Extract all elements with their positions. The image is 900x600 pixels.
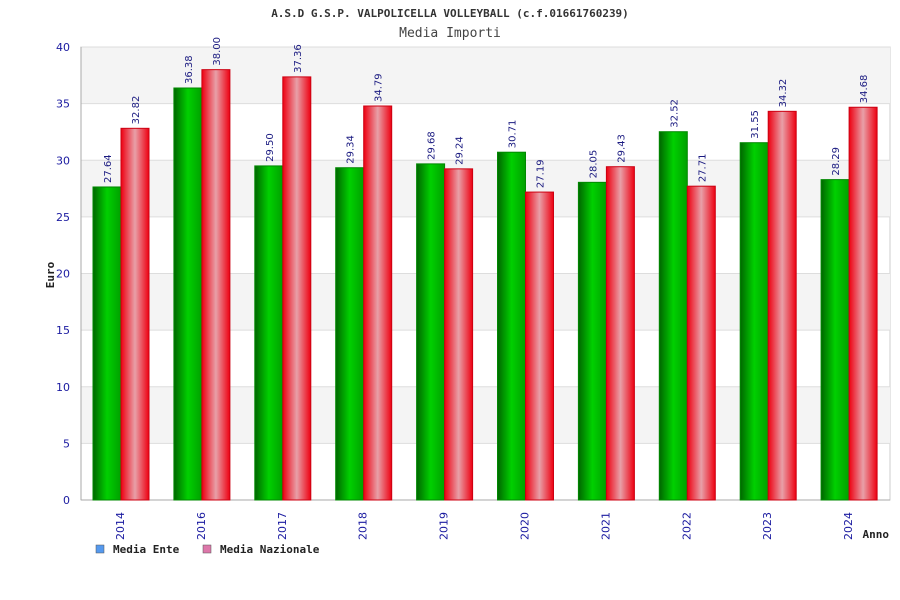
data-labels: 27.64 32.82 36.38 38.00 29.50 37.36 29.34 34.79… <box>103 37 870 188</box>
x-tick-label: 2019 <box>438 512 451 540</box>
x-tick-label: 2023 <box>761 512 774 540</box>
y-tick-label: 20 <box>56 268 70 281</box>
chart-title: A.S.D G.S.P. VALPOLICELLA VOLLEYBALL (c.… <box>271 7 629 20</box>
y-tick-label: 15 <box>56 324 70 337</box>
data-label: 27.71 <box>697 154 708 183</box>
y-tick-label: 30 <box>56 154 70 167</box>
bar-media-nazionale-2016 <box>201 69 231 501</box>
bar-media-ente-2023 <box>739 142 769 501</box>
x-axis-label: Anno <box>863 528 890 541</box>
data-label: 34.79 <box>374 73 385 102</box>
legend-label: Media Nazionale <box>220 543 320 556</box>
bar-media-nazionale-2014 <box>120 127 150 501</box>
y-tick-label: 0 <box>63 494 70 507</box>
bar-media-ente-2019 <box>416 163 446 501</box>
x-tick-label: 2016 <box>195 512 208 540</box>
bar-media-nazionale-2018 <box>363 105 393 501</box>
y-tick-label: 5 <box>63 437 70 450</box>
data-label: 32.52 <box>669 99 680 128</box>
data-label: 29.68 <box>427 131 438 160</box>
bar-media-nazionale-2020 <box>525 191 554 501</box>
legend-label: Media Ente <box>113 543 180 556</box>
x-tick-label: 2022 <box>680 512 693 540</box>
x-axis-ticks: 2014 2016 2017 2018 2019 2020 2021 2022 2023 2024 <box>114 512 855 540</box>
data-label: 29.50 <box>265 133 276 162</box>
bar-media-ente-2014 <box>92 186 122 501</box>
legend: Media Ente Media Nazionale <box>95 543 320 556</box>
data-label: 29.24 <box>455 136 466 165</box>
data-label: 38.00 <box>212 37 223 66</box>
data-label: 27.19 <box>536 159 547 188</box>
bar-media-ente-2016 <box>173 87 203 501</box>
bar-media-nazionale-2022 <box>686 185 716 501</box>
bars <box>92 69 878 501</box>
legend-swatch <box>202 544 212 554</box>
data-label: 32.82 <box>131 96 142 125</box>
data-label: 28.29 <box>831 147 842 176</box>
x-tick-label: 2020 <box>519 512 532 540</box>
x-tick-label: 2018 <box>357 512 370 540</box>
y-tick-label: 35 <box>56 98 70 111</box>
y-tick-label: 25 <box>56 211 70 224</box>
data-label: 34.32 <box>778 79 789 108</box>
bar-media-ente-2022 <box>658 131 688 501</box>
y-axis-label: Euro <box>44 261 57 288</box>
chart-subtitle: Media Importi <box>399 26 501 41</box>
data-label: 27.64 <box>103 154 114 183</box>
data-label: 28.05 <box>588 150 599 179</box>
x-tick-label: 2017 <box>276 512 289 540</box>
data-label: 29.43 <box>616 134 627 163</box>
data-label: 34.68 <box>859 75 870 104</box>
y-tick-label: 40 <box>56 41 70 54</box>
x-tick-label: 2014 <box>114 512 127 540</box>
data-label: 31.55 <box>750 110 761 139</box>
x-tick-label: 2021 <box>599 512 612 540</box>
legend-swatch <box>95 544 105 554</box>
bar-media-nazionale-2024 <box>848 106 878 501</box>
bar-media-ente-2017 <box>254 165 284 501</box>
bar-media-ente-2018 <box>335 167 365 501</box>
bar-media-nazionale-2017 <box>282 76 312 501</box>
y-axis-ticks: 0 5 10 15 20 25 30 35 40 <box>56 41 70 507</box>
y-tick-label: 10 <box>56 381 70 394</box>
data-label: 30.71 <box>508 120 519 149</box>
bar-media-nazionale-2023 <box>767 110 797 501</box>
bar-media-ente-2021 <box>577 181 607 501</box>
data-label: 29.34 <box>346 135 357 164</box>
bar-media-nazionale-2019 <box>444 168 474 501</box>
bar-media-ente-2020 <box>497 151 526 501</box>
data-label: 36.38 <box>184 55 195 84</box>
bar-media-nazionale-2021 <box>605 166 635 501</box>
data-label: 37.36 <box>293 44 304 73</box>
x-tick-label: 2024 <box>842 512 855 540</box>
bar-media-ente-2024 <box>820 179 850 501</box>
